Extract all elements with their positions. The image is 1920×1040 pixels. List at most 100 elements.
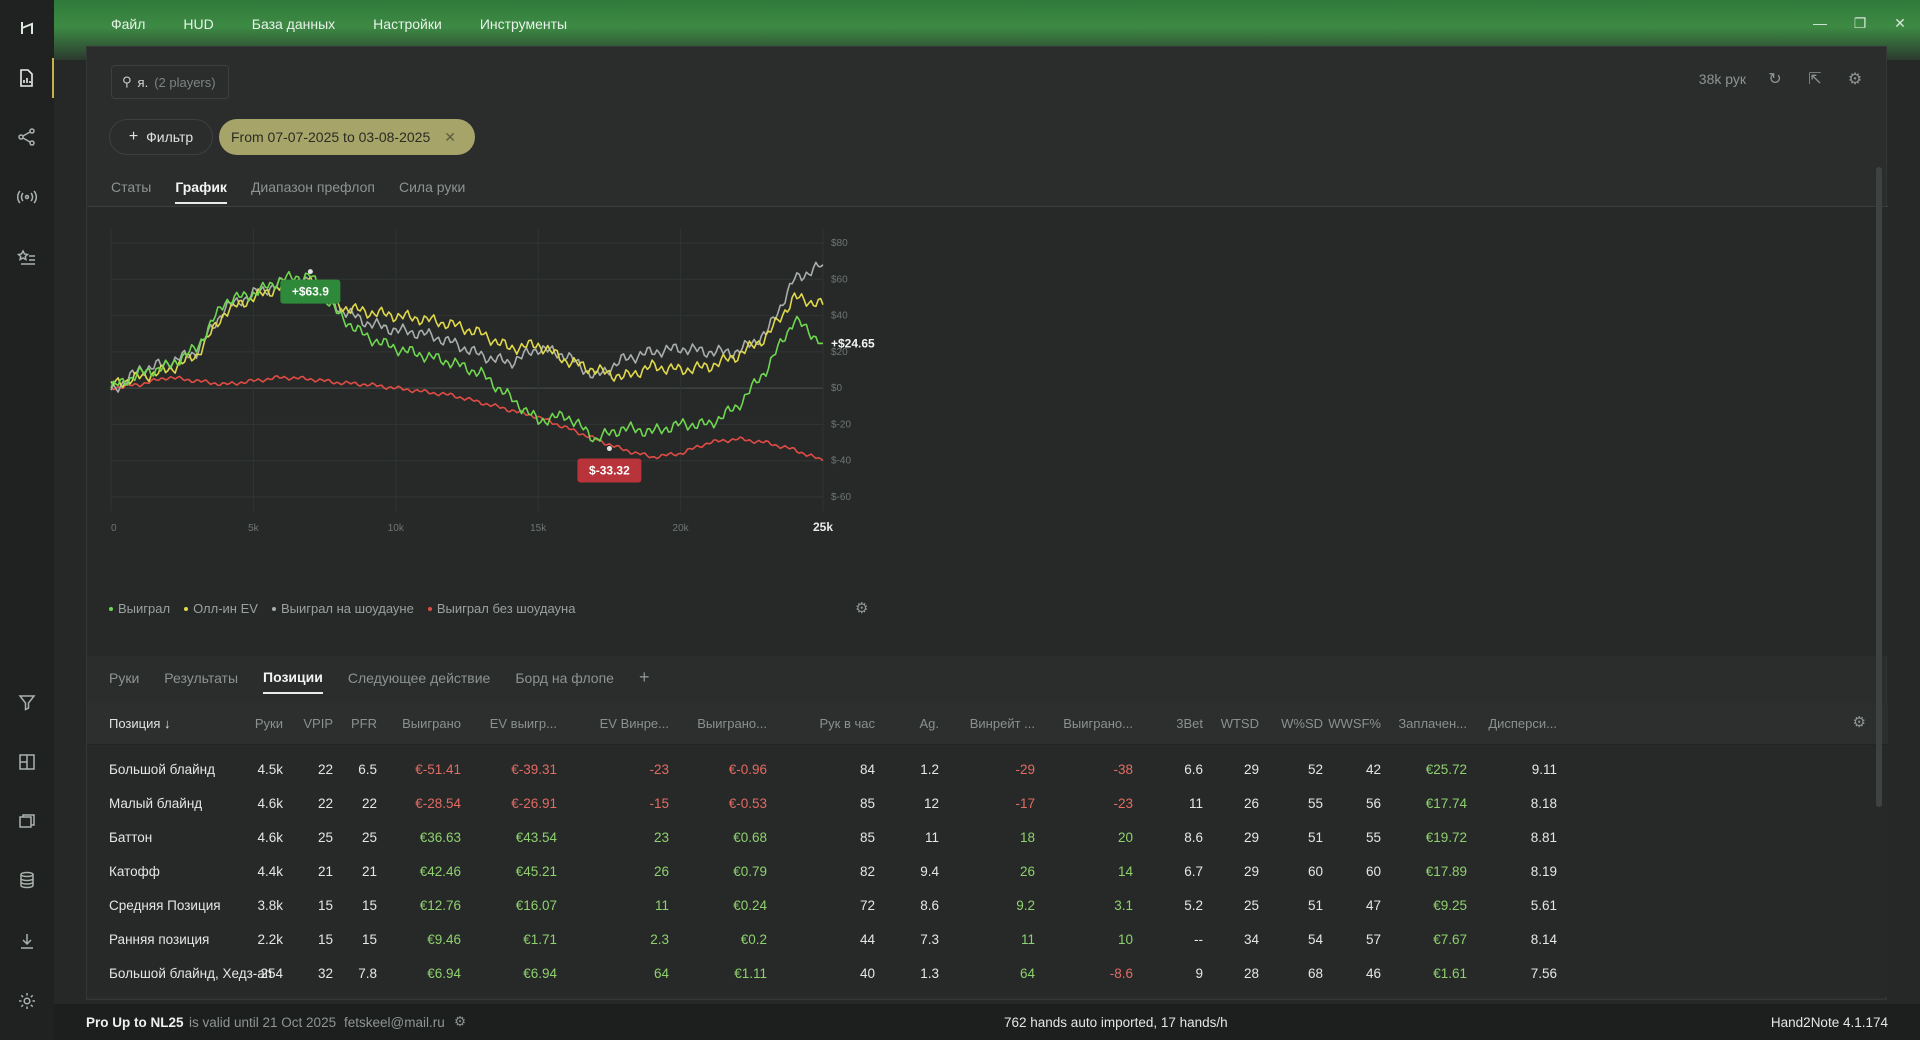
table-cell: 9.4 (920, 864, 939, 879)
table-cell: 32 (317, 966, 333, 981)
legend-item[interactable]: Олл-ин EV (184, 601, 258, 616)
layout-icon[interactable] (0, 742, 54, 782)
table-cell: 6.5 (358, 762, 377, 777)
legend-item[interactable]: Выиграл на шоудауне (271, 601, 414, 616)
column-header[interactable]: Выиграно... (697, 716, 767, 731)
legend-dot-icon (109, 606, 113, 611)
tables-icon[interactable] (0, 802, 54, 842)
tab-stats[interactable]: Статы (111, 179, 152, 195)
chart-settings-gear-icon[interactable]: ⚙ (855, 600, 869, 617)
add-tab-plus-icon[interactable]: + (638, 667, 650, 687)
table-cell: 11 (1020, 932, 1035, 947)
table-cell: 25 (361, 830, 377, 845)
chart-area: $80 $60 $40 $20 $0 $-20 $-40 $-60 0 5k 10k 15k 20k 25… (87, 207, 1888, 656)
table-row[interactable]: Катофф 4.4k 21 21 €42.46 €45.21 26 €0.79 82 9.4 26… (87, 855, 1888, 889)
legend-item[interactable]: Выиграл без шоудауна (427, 601, 575, 616)
legend-dot-icon (427, 606, 432, 611)
table-settings-gear-icon[interactable]: ⚙ (1852, 714, 1866, 731)
table-cell: €6.94 (427, 966, 461, 981)
table-cell: 10 (1117, 932, 1133, 947)
close-icon[interactable]: ✕ (444, 128, 456, 145)
table-cell: 8.6 (920, 898, 939, 913)
player-selector[interactable]: ⚲ я. (2 players) (111, 65, 229, 99)
column-header[interactable]: VPIP (303, 716, 333, 731)
table-row[interactable]: Баттон 4.6k 25 25 €36.63 €43.54 23 €0.68 85 11 18 2… (87, 821, 1888, 855)
tab-next-action[interactable]: Следующее действие (347, 669, 491, 686)
column-header[interactable]: WWSF% (1328, 716, 1381, 731)
date-range-chip[interactable]: From 07-07-2025 to 03-08-2025 ✕ (219, 119, 475, 155)
refresh-icon[interactable]: ↻ (1768, 71, 1782, 88)
column-header[interactable]: EV выигр... (489, 716, 557, 731)
column-header[interactable]: PFR (351, 716, 377, 731)
tab-hands[interactable]: Руки (109, 669, 140, 686)
scrollbar[interactable] (1876, 167, 1882, 807)
tab-graph[interactable]: График (175, 179, 227, 204)
add-filter-button[interactable]: + Фильтр (109, 119, 213, 155)
column-header[interactable]: Дисперси... (1488, 716, 1557, 731)
database-icon[interactable] (0, 860, 54, 900)
column-header[interactable]: WTSD (1220, 716, 1259, 731)
table-cell: 55 (1307, 796, 1323, 811)
legend-item[interactable]: Выиграл (109, 601, 170, 616)
download-icon[interactable] (0, 921, 54, 961)
tab-results[interactable]: Результаты (164, 669, 239, 686)
position-name: Баттон (109, 830, 153, 845)
menu-database[interactable]: База данных (251, 16, 336, 32)
column-header[interactable]: Выиграно... (1063, 716, 1133, 731)
favorites-list-icon[interactable] (0, 238, 54, 278)
report-icon[interactable] (0, 58, 54, 98)
column-header[interactable]: Рук в час (819, 716, 876, 731)
license-name[interactable]: Pro Up to NL25 (86, 1014, 184, 1030)
position-name: Большой блайнд, Хедз-ап (109, 966, 273, 981)
filter-icon[interactable] (0, 682, 54, 722)
user-email[interactable]: fetskeel@mail.ru (344, 1014, 445, 1030)
settings-icon[interactable] (0, 981, 54, 1021)
table-cell: 9.2 (1016, 898, 1035, 913)
table-cell: 12 (923, 796, 939, 811)
gear-icon[interactable]: ⚙ (1847, 71, 1863, 88)
column-header[interactable]: Руки (254, 716, 283, 731)
toolbar-right: 38k рук ↻ ⇱ ⚙ (1699, 69, 1866, 89)
column-header[interactable]: Заплачен... (1398, 716, 1467, 731)
popout-icon[interactable]: ⇱ (1808, 71, 1822, 88)
import-status: 762 hands auto imported, 17 hands/h (1004, 1014, 1228, 1030)
tab-hand-strength[interactable]: Сила руки (398, 179, 466, 195)
menu-tools[interactable]: Инструменты (479, 16, 568, 32)
tab-preflop-range[interactable]: Диапазон префлоп (250, 179, 375, 195)
tab-flop-board[interactable]: Борд на флопе (515, 669, 614, 686)
column-header[interactable]: Выиграно (402, 716, 461, 731)
profit-chart[interactable]: $80 $60 $40 $20 $0 $-20 $-40 $-60 0 5k 10k 15k 20k 25… (87, 207, 987, 597)
tab-positions[interactable]: Позиции (263, 669, 323, 694)
menu-settings[interactable]: Настройки (373, 16, 442, 32)
close-button[interactable]: ✕ (1894, 14, 1906, 31)
table-row[interactable]: Средняя Позиция 3.8k 15 15 €12.76 €16.07 11 €0.… (87, 889, 1888, 923)
series-line-1 (110, 275, 824, 389)
x-tick-label: 20k (673, 523, 690, 534)
table-row[interactable]: Ранняя позиция 2.2k 15 15 €9.46 €1.71 2.3 €0.2 4… (87, 923, 1888, 957)
menu-hud[interactable]: HUD (183, 16, 214, 32)
table-cell: €0.2 (740, 932, 767, 947)
sidebar (0, 0, 54, 1040)
table-row[interactable]: Малый блайнд 4.6k 22 22 €-28.54 €-26.91 -15 €-0… (87, 787, 1888, 821)
column-header[interactable]: Винрейт ... (969, 716, 1035, 731)
table-cell: 18 (1019, 830, 1035, 845)
restore-button[interactable]: ❐ (1853, 14, 1867, 31)
column-header[interactable]: EV Винре... (599, 716, 669, 731)
share-graph-icon[interactable] (0, 117, 54, 157)
column-header-position[interactable]: Позиция ↓ (109, 716, 171, 731)
broadcast-icon[interactable] (0, 177, 54, 217)
minimize-button[interactable]: — (1813, 15, 1827, 31)
table-cell: €-39.31 (511, 762, 557, 777)
app-logo-icon[interactable] (0, 8, 54, 48)
column-header[interactable]: W%SD (1281, 716, 1323, 731)
table-cell: 15 (361, 898, 377, 913)
legend-dot-icon (271, 606, 276, 611)
menu-file[interactable]: Файл (111, 16, 146, 32)
table-row[interactable]: Большой блайнд 4.5k 22 6.5 €-51.41 €-39.31 -23… (87, 753, 1888, 787)
table-cell: 6.7 (1184, 864, 1203, 879)
status-gear-icon[interactable]: ⚙ (454, 1014, 467, 1029)
column-header[interactable]: 3Bet (1176, 716, 1203, 731)
table-row[interactable]: Большой блайнд, Хедз-ап 254 32 7.8 €6.94 €6.9… (87, 957, 1888, 991)
table-cell: €7.67 (1433, 932, 1467, 947)
column-header[interactable]: Ag. (919, 716, 939, 731)
